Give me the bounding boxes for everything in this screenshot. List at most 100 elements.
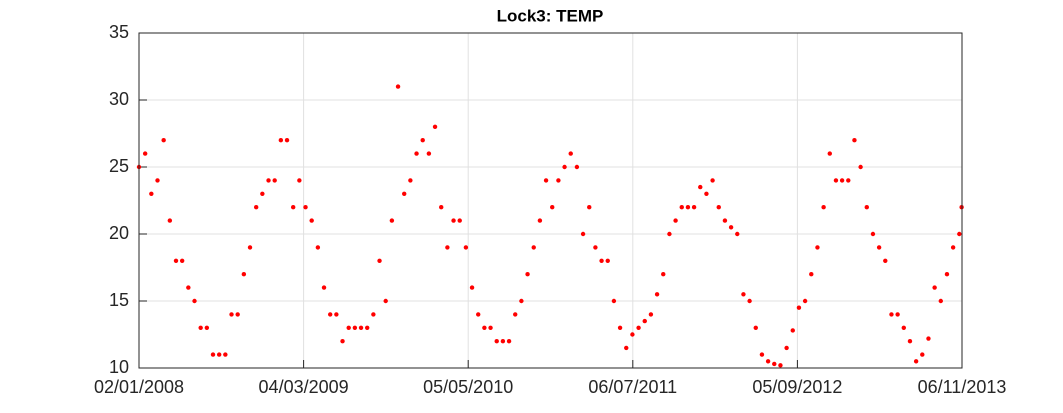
data-point bbox=[519, 298, 524, 304]
data-point bbox=[636, 325, 641, 330]
data-point bbox=[513, 312, 518, 317]
data-point bbox=[889, 312, 894, 317]
data-point bbox=[562, 164, 567, 170]
data-point bbox=[858, 164, 863, 170]
data-point bbox=[753, 325, 758, 330]
data-point bbox=[556, 178, 561, 183]
data-point bbox=[395, 84, 401, 89]
y-tick-label: 35 bbox=[109, 22, 129, 42]
data-point bbox=[648, 312, 654, 317]
data-point bbox=[377, 258, 382, 263]
data-point bbox=[235, 312, 240, 317]
data-point bbox=[722, 218, 728, 223]
data-point bbox=[821, 205, 826, 210]
data-point bbox=[932, 285, 937, 290]
data-point bbox=[365, 325, 370, 330]
data-point bbox=[587, 205, 592, 210]
data-point bbox=[876, 245, 882, 250]
y-tick-label: 15 bbox=[109, 290, 129, 310]
data-point bbox=[469, 285, 475, 290]
data-point bbox=[691, 205, 697, 210]
data-point bbox=[741, 292, 746, 297]
data-point bbox=[716, 205, 721, 210]
data-point bbox=[852, 138, 857, 143]
data-point bbox=[698, 184, 703, 190]
data-point bbox=[321, 285, 327, 290]
axes-frame bbox=[138, 32, 963, 369]
x-tick-label: 02/01/2008 bbox=[94, 377, 184, 397]
data-point bbox=[426, 151, 432, 156]
data-point bbox=[445, 245, 450, 250]
data-point bbox=[149, 191, 154, 196]
plot-area bbox=[139, 33, 962, 368]
data-point bbox=[327, 312, 333, 317]
data-point bbox=[950, 245, 956, 250]
y-tick-label: 10 bbox=[109, 357, 129, 377]
data-point bbox=[642, 318, 647, 324]
data-point bbox=[759, 352, 765, 357]
data-point bbox=[728, 225, 734, 230]
data-point bbox=[605, 258, 610, 263]
data-point bbox=[253, 205, 259, 210]
data-point bbox=[167, 218, 173, 223]
data-point bbox=[809, 272, 814, 277]
data-point bbox=[340, 339, 345, 344]
data-point bbox=[790, 328, 795, 333]
data-point bbox=[229, 312, 234, 317]
data-point bbox=[920, 352, 925, 357]
data-point bbox=[654, 292, 660, 297]
data-point bbox=[204, 325, 210, 330]
data-point bbox=[531, 245, 536, 250]
data-point bbox=[765, 359, 771, 364]
y-tick-label: 25 bbox=[109, 156, 129, 176]
data-point bbox=[352, 325, 358, 330]
data-point bbox=[568, 151, 573, 156]
data-point bbox=[303, 205, 308, 210]
data-point bbox=[414, 151, 419, 156]
data-point bbox=[463, 245, 469, 250]
data-point bbox=[802, 298, 808, 304]
data-point bbox=[192, 298, 197, 304]
data-point bbox=[772, 361, 777, 367]
data-point bbox=[260, 191, 265, 196]
data-point bbox=[883, 258, 888, 263]
data-point bbox=[667, 231, 672, 237]
data-point bbox=[537, 218, 543, 223]
data-point bbox=[926, 336, 931, 341]
data-point bbox=[796, 305, 802, 310]
x-tick-label: 05/09/2012 bbox=[752, 377, 842, 397]
data-point bbox=[673, 218, 678, 223]
data-point bbox=[420, 138, 425, 143]
x-tick-label: 06/11/2013 bbox=[918, 377, 1007, 397]
data-point bbox=[827, 151, 832, 156]
chart-title: Lock3: TEMP bbox=[497, 6, 604, 25]
data-point bbox=[266, 178, 271, 183]
data-point bbox=[439, 205, 444, 210]
data-point bbox=[432, 124, 438, 129]
data-point bbox=[784, 345, 789, 351]
data-point bbox=[944, 272, 950, 277]
data-point bbox=[957, 231, 962, 237]
data-point bbox=[346, 325, 351, 330]
data-point bbox=[297, 178, 302, 183]
data-point bbox=[216, 352, 222, 357]
data-point bbox=[679, 205, 684, 210]
data-point bbox=[599, 258, 604, 263]
x-tick-label: 05/05/2010 bbox=[423, 377, 513, 397]
data-point bbox=[247, 245, 253, 250]
data-point bbox=[846, 178, 851, 183]
data-point bbox=[833, 178, 839, 183]
data-point bbox=[315, 245, 321, 250]
data-point bbox=[284, 138, 290, 143]
data-point bbox=[611, 298, 617, 304]
data-point bbox=[617, 325, 623, 330]
data-point bbox=[506, 339, 512, 344]
data-point bbox=[550, 205, 555, 210]
data-point bbox=[223, 352, 228, 357]
data-point bbox=[839, 178, 845, 183]
data-point bbox=[704, 191, 709, 196]
data-point bbox=[482, 325, 487, 330]
data-point bbox=[710, 178, 715, 183]
data-point bbox=[383, 298, 388, 304]
